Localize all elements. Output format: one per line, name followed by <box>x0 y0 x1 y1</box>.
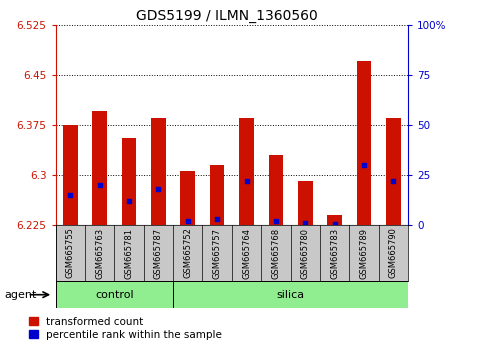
Bar <box>386 118 401 225</box>
Point <box>331 221 339 227</box>
Text: GSM665757: GSM665757 <box>213 228 222 279</box>
Text: silica: silica <box>277 290 305 300</box>
Text: GDS5199 / ILMN_1360560: GDS5199 / ILMN_1360560 <box>136 9 318 23</box>
Text: control: control <box>95 290 134 300</box>
Bar <box>239 118 254 225</box>
Bar <box>173 281 408 308</box>
Bar <box>56 281 173 308</box>
Bar <box>327 215 342 225</box>
Point <box>125 198 133 204</box>
Bar <box>181 171 195 225</box>
Text: agent: agent <box>5 290 37 300</box>
Bar <box>122 138 136 225</box>
Point <box>242 178 250 184</box>
Bar <box>151 118 166 225</box>
Bar <box>63 125 78 225</box>
Point <box>213 216 221 222</box>
Text: GSM665780: GSM665780 <box>301 228 310 279</box>
Point <box>66 192 74 198</box>
Text: GSM665789: GSM665789 <box>359 228 369 279</box>
Text: GSM665764: GSM665764 <box>242 228 251 279</box>
Bar <box>269 155 283 225</box>
Text: GSM665768: GSM665768 <box>271 228 281 279</box>
Text: GSM665755: GSM665755 <box>66 228 75 279</box>
Point <box>360 162 368 168</box>
Bar <box>357 62 371 225</box>
Point <box>184 218 192 224</box>
Bar <box>210 165 225 225</box>
Bar <box>92 112 107 225</box>
Point <box>301 220 309 225</box>
Bar <box>298 182 313 225</box>
Point <box>272 218 280 224</box>
Text: GSM665787: GSM665787 <box>154 228 163 279</box>
Legend: transformed count, percentile rank within the sample: transformed count, percentile rank withi… <box>29 317 222 340</box>
Point <box>390 178 398 184</box>
Text: GSM665763: GSM665763 <box>95 228 104 279</box>
Text: GSM665790: GSM665790 <box>389 228 398 279</box>
Text: GSM665781: GSM665781 <box>125 228 133 279</box>
Point <box>155 186 162 192</box>
Point <box>96 182 103 188</box>
Text: GSM665752: GSM665752 <box>183 228 192 279</box>
Text: GSM665783: GSM665783 <box>330 228 339 279</box>
